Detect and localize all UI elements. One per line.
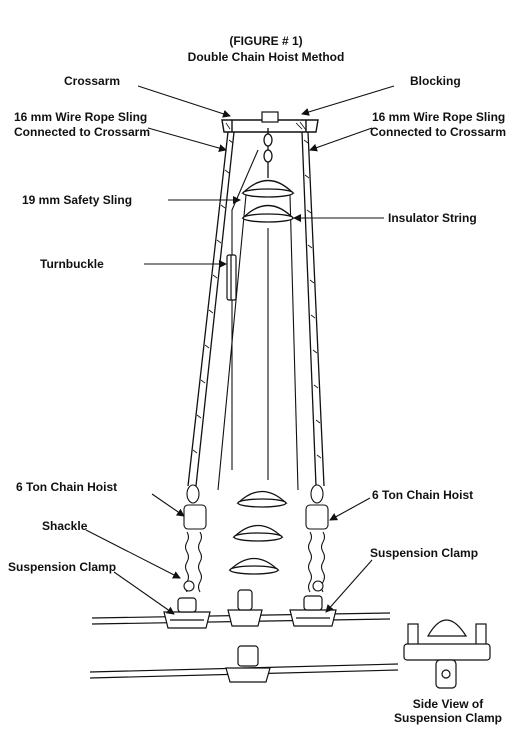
sling-right-label-1: 16 mm Wire Rope Sling <box>372 110 506 124</box>
safety-sling-label: 19 mm Safety Sling <box>22 193 133 207</box>
side-view-clamp <box>403 619 491 689</box>
chain-hoist-left-label: 6 Ton Chain Hoist <box>16 480 118 494</box>
suspension-clamp-lower <box>225 645 271 683</box>
blocking-label: Blocking <box>410 74 461 88</box>
safety-sling <box>231 149 259 470</box>
chain-hoist-left <box>183 484 207 593</box>
side-view-label-1: Side View of <box>412 697 484 711</box>
crossarm-label: Crossarm <box>64 74 121 88</box>
insulator-string <box>228 128 295 575</box>
chain-hoist-right <box>305 484 329 593</box>
wire-rope-sling-left <box>187 131 235 487</box>
sling-left-label-2: Connected to Crossarm <box>14 125 151 139</box>
crossarm <box>221 119 319 133</box>
suspension-clamp-center <box>227 589 263 627</box>
wire-rope-sling-right <box>301 131 325 487</box>
suspension-clamp-left <box>163 597 211 629</box>
side-view-label-2: Suspension Clamp <box>393 711 503 725</box>
sling-right-label-2: Connected to Crossarm <box>370 125 507 139</box>
blocking <box>261 111 279 123</box>
sling-left-label-1: 16 mm Wire Rope Sling <box>14 110 148 124</box>
turnbuckle-label: Turnbuckle <box>40 257 104 271</box>
suspension-clamp-right <box>289 595 337 627</box>
figure-number: (FIGURE # 1) <box>229 34 303 48</box>
turnbuckle <box>226 254 237 301</box>
suspension-clamp-right-label: Suspension Clamp <box>370 546 479 560</box>
support-lines <box>217 194 299 491</box>
leader-arrows <box>85 85 395 615</box>
figure-title: Double Chain Hoist Method <box>187 50 345 64</box>
insulator-string-label: Insulator String <box>388 211 477 225</box>
chain-hoist-right-label: 6 Ton Chain Hoist <box>372 488 474 502</box>
shackle-label: Shackle <box>42 519 88 533</box>
suspension-clamp-left-label: Suspension Clamp <box>8 560 117 574</box>
